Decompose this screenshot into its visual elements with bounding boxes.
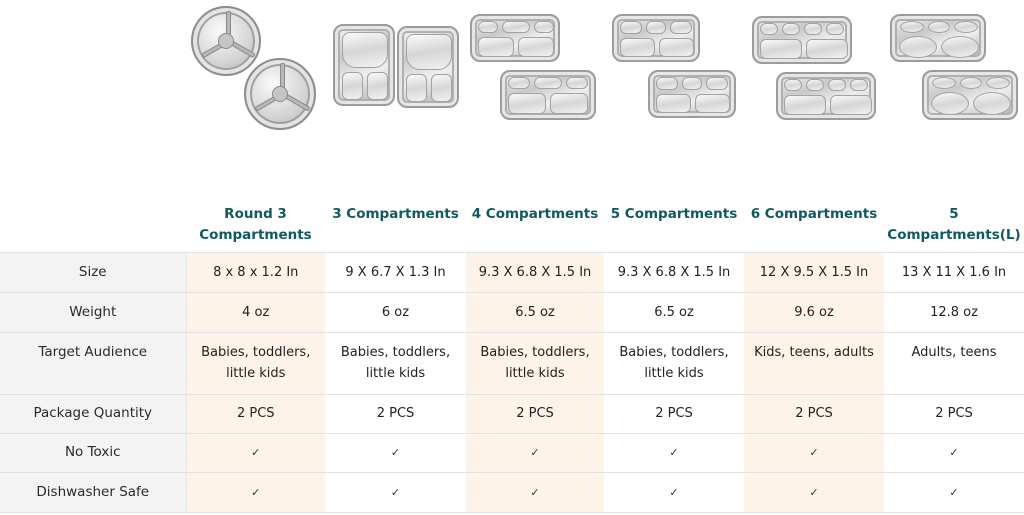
- table-cell: 2 PCS: [186, 393, 325, 433]
- table-row-no-toxic: No Toxic ✓ ✓ ✓ ✓ ✓ ✓: [0, 432, 1024, 472]
- check-icon: ✓: [669, 485, 679, 499]
- table-cell: 2 PCS: [884, 393, 1024, 433]
- cell-line: little kids: [365, 365, 426, 381]
- row-label: Package Quantity: [0, 393, 187, 433]
- table-cell: ✓: [325, 432, 466, 472]
- table-cell: Adults, teens: [884, 331, 1024, 394]
- column-header-6-compartments: 6 Compartments: [750, 206, 878, 222]
- table-cell: Babies, toddlers, little kids: [466, 331, 604, 394]
- check-icon: ✓: [390, 446, 401, 459]
- cell-line: Babies, toddlers,: [201, 344, 311, 360]
- table-cell: ✓: [604, 432, 744, 472]
- row-label: Size: [0, 251, 187, 292]
- check-icon: ✓: [809, 485, 819, 499]
- row-label: Target Audience: [0, 331, 187, 394]
- table-row-dishwasher-safe: Dishwasher Safe ✓ ✓ ✓ ✓ ✓ ✓: [0, 471, 1024, 513]
- comparison-table: Round 3 Compartments 3 Compartments 4 Co…: [0, 194, 1024, 513]
- column-header-4-compartments: 4 Compartments: [471, 206, 599, 222]
- table-cell: ✓: [186, 471, 325, 513]
- cell-line: Babies, toddlers,: [340, 344, 451, 360]
- table-cell: 8 x 8 x 1.2 In: [186, 251, 325, 292]
- check-icon: ✓: [251, 485, 261, 499]
- product-image-5-compartments: [612, 14, 742, 120]
- table-cell: ✓: [186, 432, 325, 472]
- cell-line: little kids: [644, 365, 704, 381]
- table-cell: ✓: [744, 471, 884, 513]
- product-image-4-compartments: [470, 14, 600, 120]
- product-images-row: [0, 0, 1024, 150]
- table-cell: 9 X 6.7 X 1.3 In: [325, 251, 466, 292]
- product-image-6-compartments: [752, 16, 882, 120]
- product-image-round-3-compartments: [188, 6, 323, 131]
- table-cell: 2 PCS: [744, 393, 884, 433]
- table-cell: 9.3 X 6.8 X 1.5 In: [466, 251, 604, 292]
- check-icon: ✓: [251, 446, 261, 459]
- table-cell: 13 X 11 X 1.6 In: [884, 251, 1024, 292]
- table-cell: ✓: [325, 471, 466, 513]
- table-cell: 2 PCS: [466, 393, 604, 433]
- column-header-3-compartments: 3 Compartments: [332, 206, 459, 222]
- cell-line: Babies, toddlers,: [619, 344, 729, 360]
- product-image-3-compartments: [333, 24, 459, 108]
- table-cell: Babies, toddlers, little kids: [186, 331, 325, 394]
- product-image-5-compartments-large: [890, 14, 1024, 120]
- table-cell: ✓: [466, 432, 604, 472]
- check-icon: ✓: [530, 485, 540, 499]
- table-cell: 9.3 X 6.8 X 1.5 In: [604, 251, 744, 292]
- check-icon: ✓: [390, 485, 401, 499]
- cell-line: Adults, teens: [911, 344, 997, 360]
- table-cell: ✓: [604, 471, 744, 513]
- table-cell: 2 PCS: [325, 393, 466, 433]
- column-header-round-3-compartments: Round 3 Compartments: [186, 194, 325, 252]
- table-cell: 4 oz: [186, 291, 325, 332]
- row-label: Dishwasher Safe: [0, 471, 187, 513]
- table-row-weight: Weight 4 oz 6 oz 6.5 oz 6.5 oz 9.6 oz 12…: [0, 291, 1024, 332]
- table-row-target-audience: Target Audience Babies, toddlers, little…: [0, 331, 1024, 394]
- table-cell: 6 oz: [325, 291, 466, 332]
- cell-line: little kids: [226, 365, 286, 381]
- check-icon: ✓: [949, 446, 959, 459]
- row-label: No Toxic: [0, 432, 187, 472]
- check-icon: ✓: [949, 485, 959, 499]
- table-row-size: Size 8 x 8 x 1.2 In 9 X 6.7 X 1.3 In 9.3…: [0, 251, 1024, 292]
- check-icon: ✓: [669, 446, 679, 459]
- table-row-package-quantity: Package Quantity 2 PCS 2 PCS 2 PCS 2 PCS…: [0, 393, 1024, 433]
- table-cell: Babies, toddlers, little kids: [325, 331, 466, 394]
- table-cell: ✓: [744, 432, 884, 472]
- table-cell: 12.8 oz: [884, 291, 1024, 332]
- table-cell: ✓: [466, 471, 604, 513]
- header-blank: [0, 194, 186, 252]
- check-icon: ✓: [809, 446, 819, 459]
- row-label: Weight: [0, 291, 187, 332]
- column-header-line: Compartments: [199, 227, 312, 243]
- table-cell: Kids, teens, adults: [744, 331, 884, 394]
- table-cell: ✓: [884, 432, 1024, 472]
- table-cell: 6.5 oz: [604, 291, 744, 332]
- table-cell: 2 PCS: [604, 393, 744, 433]
- cell-line: little kids: [505, 365, 565, 381]
- check-icon: ✓: [530, 446, 540, 459]
- header-row: Round 3 Compartments 3 Compartments 4 Co…: [0, 194, 1024, 252]
- table-cell: 6.5 oz: [466, 291, 604, 332]
- table-cell: Babies, toddlers, little kids: [604, 331, 744, 394]
- column-header-5-compartments-large: 5 Compartments(L): [887, 206, 1021, 243]
- cell-line: Kids, teens, adults: [754, 344, 874, 360]
- table-cell: 12 X 9.5 X 1.5 In: [744, 251, 884, 292]
- column-header-5-compartments: 5 Compartments: [610, 206, 738, 222]
- table-cell: 9.6 oz: [744, 291, 884, 332]
- table-cell: ✓: [884, 471, 1024, 513]
- cell-line: Babies, toddlers,: [480, 344, 590, 360]
- column-header-line: Round 3: [224, 206, 287, 222]
